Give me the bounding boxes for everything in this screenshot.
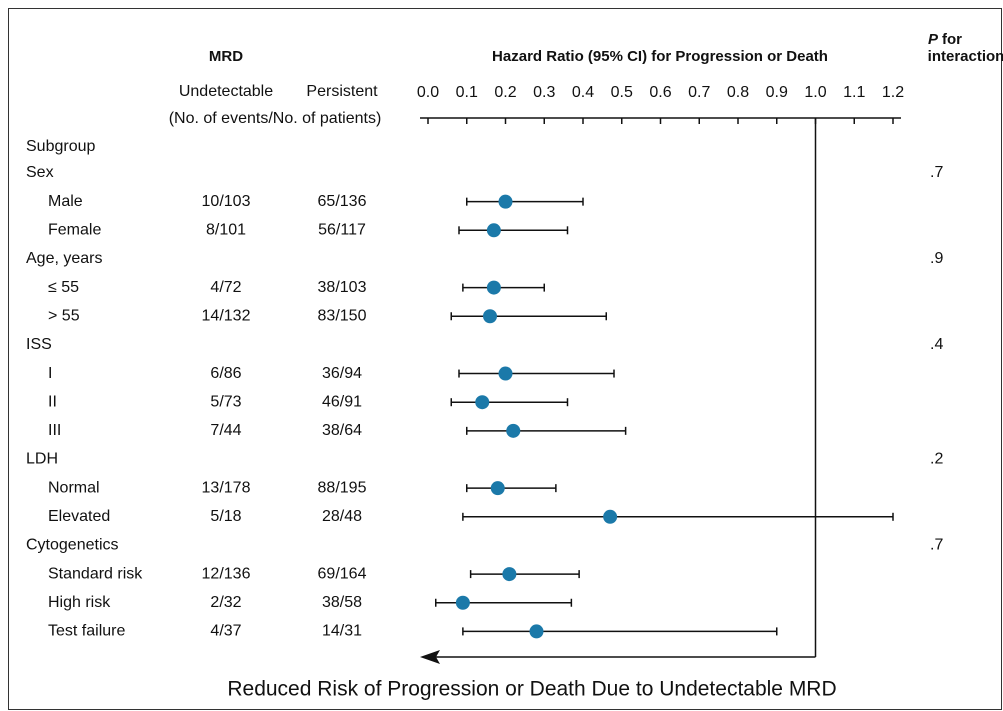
p-value: .9 [930, 250, 943, 267]
x-tick-label: 0.6 [649, 84, 671, 101]
x-tick-label: 0.1 [456, 84, 478, 101]
persistent-count: 38/103 [318, 279, 367, 296]
p-header: interaction [928, 48, 1003, 65]
x-tick-label: 0.8 [727, 84, 749, 101]
group-label: LDH [26, 451, 58, 468]
persistent-count: 36/94 [322, 365, 362, 382]
hr-point [529, 624, 544, 639]
hr-point [486, 223, 501, 238]
column-note: (No. of events/No. of patients) [169, 110, 382, 127]
x-tick-label: 0.7 [688, 84, 710, 101]
persistent-count: 38/58 [322, 594, 362, 611]
persistent-count: 38/64 [322, 422, 362, 439]
undetectable-count: 2/32 [210, 594, 241, 611]
row-label: I [48, 365, 52, 382]
row-label: Normal [48, 479, 100, 496]
hr-point [455, 595, 470, 610]
persistent-count: 56/117 [318, 222, 366, 239]
p-value: .4 [930, 336, 943, 353]
annotation: Reduced Risk of Progression or Death Due… [227, 678, 836, 701]
x-tick-label: 0.4 [572, 84, 594, 101]
undetectable-count: 14/132 [202, 307, 251, 324]
undetectable-count: 8/101 [206, 222, 246, 239]
undetectable-count: 10/103 [202, 193, 251, 210]
persistent-count: 65/136 [318, 193, 367, 210]
undetectable-count: 12/136 [202, 565, 251, 582]
persistent-count: 88/195 [318, 479, 367, 496]
row-label: Female [48, 222, 101, 239]
hr-point [475, 395, 490, 410]
row-label: ≤ 55 [48, 279, 79, 296]
hr-point [486, 280, 501, 295]
undetectable-count: 7/44 [210, 422, 241, 439]
row-label: Male [48, 193, 83, 210]
p-value: .7 [930, 164, 943, 181]
hr-point [603, 509, 618, 524]
row-label: > 55 [48, 307, 80, 324]
hr-point [502, 567, 517, 582]
group-label: ISS [26, 336, 52, 353]
column-header: Persistent [306, 83, 378, 100]
x-tick-label: 0.9 [766, 84, 788, 101]
persistent-count: 28/48 [322, 508, 362, 525]
persistent-count: 69/164 [318, 565, 367, 582]
hr-point [483, 309, 497, 324]
x-tick-label: 0.3 [533, 84, 555, 101]
undetectable-count: 5/18 [210, 508, 241, 525]
frame [8, 8, 1002, 710]
row-label: III [48, 422, 61, 439]
hr-point [506, 423, 521, 438]
x-tick-label: 1.0 [804, 84, 826, 101]
group-label: Age, years [26, 250, 102, 267]
undetectable-count: 4/37 [210, 623, 241, 640]
group-label: Sex [26, 164, 54, 181]
undetectable-count: 4/72 [210, 279, 241, 296]
x-tick-label: 1.1 [843, 84, 865, 101]
row-label: High risk [48, 594, 111, 611]
x-tick-label: 1.2 [882, 84, 904, 101]
persistent-count: 46/91 [322, 393, 362, 410]
undetectable-count: 13/178 [202, 479, 251, 496]
group-label: Cytogenetics [26, 537, 119, 554]
p-value: .7 [930, 537, 943, 554]
persistent-count: 14/31 [322, 623, 362, 640]
column-header: Undetectable [179, 83, 273, 100]
p-header: for [942, 31, 962, 48]
column-group: MRD [209, 48, 243, 65]
undetectable-count: 6/86 [210, 365, 241, 382]
chart-title: Hazard Ratio (95% CI) for Progression or… [492, 48, 828, 65]
row-label: Standard risk [48, 565, 143, 582]
undetectable-count: 5/73 [210, 393, 241, 410]
hr-point [498, 366, 513, 381]
x-tick-label: 0.2 [494, 84, 516, 101]
hr-point [490, 481, 505, 496]
x-tick-label: 0.5 [611, 84, 633, 101]
hr-point [498, 194, 513, 209]
persistent-count: 83/150 [318, 307, 367, 324]
arrow-head [420, 650, 440, 664]
row-label: II [48, 393, 57, 410]
row-label: Test failure [48, 623, 125, 640]
row-header: Subgroup [26, 138, 95, 155]
x-tick-label: 0.0 [417, 84, 439, 101]
p-value: .2 [930, 451, 943, 468]
row-label: Elevated [48, 508, 110, 525]
p-symbol: P [928, 31, 939, 48]
